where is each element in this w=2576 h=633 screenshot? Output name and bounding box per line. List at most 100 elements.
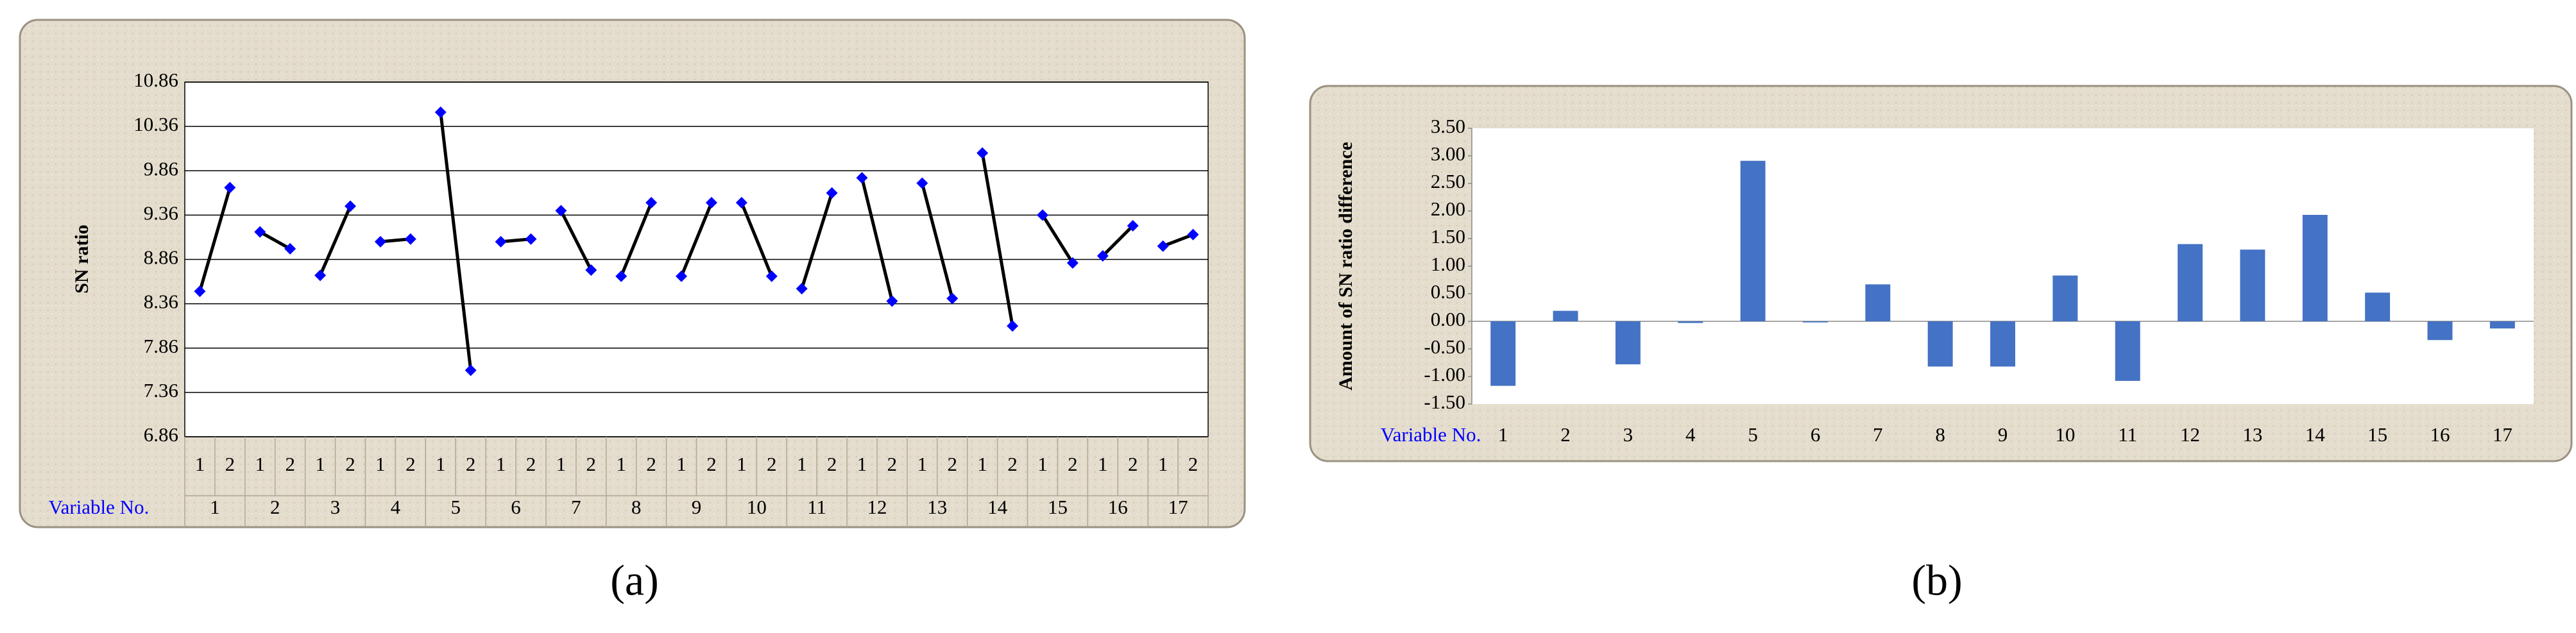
level-label: 1 xyxy=(1158,453,1168,475)
level-label: 2 xyxy=(1188,453,1198,475)
level-line xyxy=(1102,224,1134,257)
x-tick-label: 9 xyxy=(1998,423,2008,446)
x-tick-label: 17 xyxy=(2493,423,2512,446)
marker xyxy=(1066,257,1079,269)
level-label: 2 xyxy=(285,453,295,475)
marker xyxy=(1036,209,1048,221)
marker xyxy=(645,197,658,209)
x-tick-label: 15 xyxy=(2367,423,2387,446)
level-label: 1 xyxy=(857,453,867,475)
marker xyxy=(404,233,416,245)
y-tick-label: 9.86 xyxy=(144,157,178,180)
y-tick-label: 10.86 xyxy=(133,69,178,91)
y-tick-label: -0.50 xyxy=(1424,335,1465,358)
x-tick-label: 2 xyxy=(1560,423,1571,446)
x-tick-label: 13 xyxy=(927,496,947,518)
marker xyxy=(676,270,688,282)
level-label: 2 xyxy=(1068,453,1078,475)
level-label: 1 xyxy=(977,453,987,475)
x-tick-label: 13 xyxy=(2242,423,2262,446)
marker xyxy=(735,197,747,209)
bar xyxy=(1865,284,1891,321)
x-tick-label: 11 xyxy=(807,496,826,518)
level-label: 1 xyxy=(496,453,506,475)
y-tick-label: 8.36 xyxy=(144,291,178,313)
marker xyxy=(254,226,266,238)
y-tick-label: 0.00 xyxy=(1431,308,1465,330)
x-tick-label: 4 xyxy=(391,496,401,518)
bar xyxy=(2302,215,2328,321)
level-line xyxy=(740,202,774,277)
level-line xyxy=(198,187,232,292)
x-tick-label: 15 xyxy=(1048,496,1068,518)
level-line xyxy=(920,182,954,299)
level-line xyxy=(559,210,593,271)
x-tick-label: 17 xyxy=(1168,496,1188,518)
x-tick-label: 16 xyxy=(1108,496,1128,518)
marker xyxy=(977,147,989,159)
level-line xyxy=(1162,233,1194,248)
y-tick-label: 7.86 xyxy=(144,335,178,357)
bar xyxy=(1802,321,1828,323)
marker xyxy=(465,364,477,376)
x-axis-label: Variable No. xyxy=(1381,423,1481,446)
level-label: 1 xyxy=(375,453,386,475)
level-label: 2 xyxy=(526,453,536,475)
x-tick-label: 12 xyxy=(867,496,887,518)
x-tick-label: 14 xyxy=(987,496,1008,518)
bar xyxy=(1927,321,1953,367)
level-line xyxy=(800,192,833,289)
marker xyxy=(916,177,928,189)
y-tick-label: 2.00 xyxy=(1431,198,1465,220)
marker xyxy=(284,242,296,255)
x-tick-label: 4 xyxy=(1685,423,1696,446)
level-label: 1 xyxy=(556,453,567,475)
level-line xyxy=(860,177,894,302)
level-label: 1 xyxy=(1037,453,1048,475)
y-tick-label: 9.36 xyxy=(144,201,178,224)
level-label: 1 xyxy=(315,453,325,475)
x-tick-label: 7 xyxy=(1873,423,1883,446)
x-tick-label: 14 xyxy=(2305,423,2326,446)
level-line xyxy=(439,112,473,371)
x-tick-label: 8 xyxy=(631,496,642,518)
level-label: 2 xyxy=(586,453,597,475)
y-tick-label: 7.36 xyxy=(144,379,178,401)
marker xyxy=(1157,240,1169,252)
y-tick-label: -1.00 xyxy=(1424,363,1465,385)
x-tick-label: 11 xyxy=(2118,423,2137,446)
marker xyxy=(886,295,898,307)
marker xyxy=(615,270,627,282)
marker xyxy=(856,172,868,184)
level-label: 2 xyxy=(405,453,416,475)
x-tick-label: 10 xyxy=(2055,423,2075,446)
x-tick-label: 1 xyxy=(210,496,220,518)
marker xyxy=(555,205,567,217)
y-tick-label: 1.00 xyxy=(1431,253,1465,275)
x-tick-label: 6 xyxy=(1811,423,1821,446)
level-label: 1 xyxy=(1098,453,1108,475)
x-tick-label: 1 xyxy=(1498,423,1508,446)
panel-label: (b) xyxy=(1911,556,1962,605)
panel-label: (a) xyxy=(610,556,658,605)
marker xyxy=(1007,320,1019,332)
level-label: 1 xyxy=(917,453,928,475)
y-tick-label: 6.86 xyxy=(144,423,178,446)
level-label: 1 xyxy=(195,453,205,475)
y-axis-label: Amount of SN ratio difference xyxy=(1335,142,1356,391)
x-tick-label: 12 xyxy=(2180,423,2200,446)
x-tick-label: 10 xyxy=(747,496,767,518)
bar xyxy=(2240,249,2265,321)
x-tick-label: 6 xyxy=(511,496,521,518)
level-label: 2 xyxy=(887,453,898,475)
level-line xyxy=(1041,214,1075,264)
marker xyxy=(495,235,507,248)
x-tick-label: 5 xyxy=(450,496,461,518)
bar xyxy=(2489,321,2515,329)
level-label: 1 xyxy=(797,453,807,475)
level-label: 2 xyxy=(466,453,476,475)
bar xyxy=(2052,275,2078,321)
y-tick-label: 8.86 xyxy=(144,246,178,269)
bar xyxy=(2115,321,2140,381)
